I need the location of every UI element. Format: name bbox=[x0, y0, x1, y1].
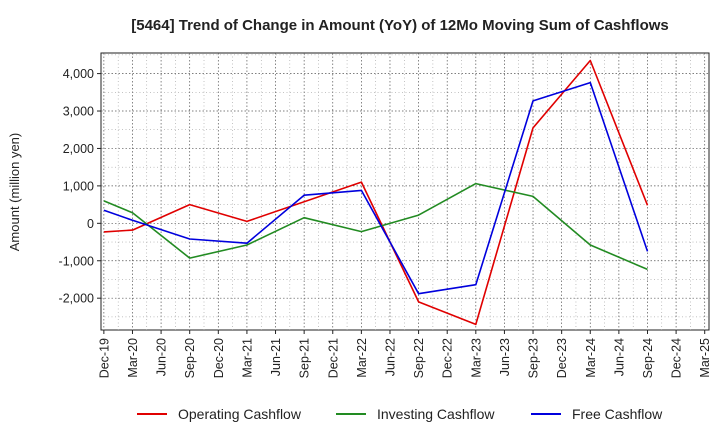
x-tick-label: Jun-21 bbox=[269, 338, 283, 376]
y-tick-label: -1,000 bbox=[59, 254, 94, 268]
x-tick-label: Mar-21 bbox=[240, 338, 254, 378]
x-tick-label: Jun-20 bbox=[155, 338, 169, 376]
y-axis-ticks: 4,000 3,000 2,000 1,000 0 -1,000 -2,000 bbox=[59, 67, 101, 306]
x-tick-label: Dec-20 bbox=[212, 338, 226, 378]
legend-label: Free Cashflow bbox=[572, 406, 663, 422]
x-tick-label: Mar-23 bbox=[469, 338, 483, 378]
chart-title: [5464] Trend of Change in Amount (YoY) o… bbox=[131, 17, 669, 34]
x-tick-label: Dec-24 bbox=[670, 338, 684, 378]
series-lines bbox=[103, 59, 649, 326]
x-tick-label: Sep-20 bbox=[183, 338, 197, 378]
gridlines bbox=[101, 53, 709, 330]
legend-label: Investing Cashflow bbox=[377, 406, 495, 422]
y-tick-label: 1,000 bbox=[63, 179, 94, 193]
x-axis-ticks: Dec-19 Mar-20 Jun-20 Sep-20 Dec-20 Mar-21 Jun-… bbox=[97, 330, 712, 378]
plot-frame bbox=[100, 52, 710, 331]
x-tick-label: Sep-24 bbox=[641, 338, 655, 378]
y-tick-label: 2,000 bbox=[63, 142, 94, 156]
x-tick-label: Mar-25 bbox=[698, 338, 712, 378]
x-tick-label: Dec-21 bbox=[326, 338, 340, 378]
y-tick-label: 4,000 bbox=[63, 67, 94, 81]
legend: Operating Cashflow Investing Cashflow Free… bbox=[137, 406, 663, 422]
x-tick-label: Dec-23 bbox=[555, 338, 569, 378]
x-tick-label: Jun-23 bbox=[498, 338, 512, 376]
x-tick-label: Mar-20 bbox=[126, 338, 140, 378]
y-tick-label: 3,000 bbox=[63, 105, 94, 119]
legend-label: Operating Cashflow bbox=[178, 406, 302, 422]
x-tick-label: Mar-22 bbox=[355, 338, 369, 378]
series-line-investing-cashflow bbox=[103, 182, 648, 271]
x-tick-label: Dec-22 bbox=[441, 338, 455, 378]
x-tick-label: Jun-22 bbox=[383, 338, 397, 376]
x-tick-label: Dec-19 bbox=[97, 338, 111, 378]
y-tick-label: -2,000 bbox=[59, 292, 94, 306]
series-line-free-cashflow bbox=[103, 81, 649, 295]
x-tick-label: Sep-22 bbox=[412, 338, 426, 378]
x-tick-label: Mar-24 bbox=[584, 338, 598, 378]
y-tick-label: 0 bbox=[87, 217, 94, 231]
y-axis-label: Amount (million yen) bbox=[7, 133, 22, 252]
x-tick-label: Jun-24 bbox=[612, 338, 626, 376]
x-tick-label: Sep-23 bbox=[527, 338, 541, 378]
x-tick-label: Sep-21 bbox=[298, 338, 312, 378]
